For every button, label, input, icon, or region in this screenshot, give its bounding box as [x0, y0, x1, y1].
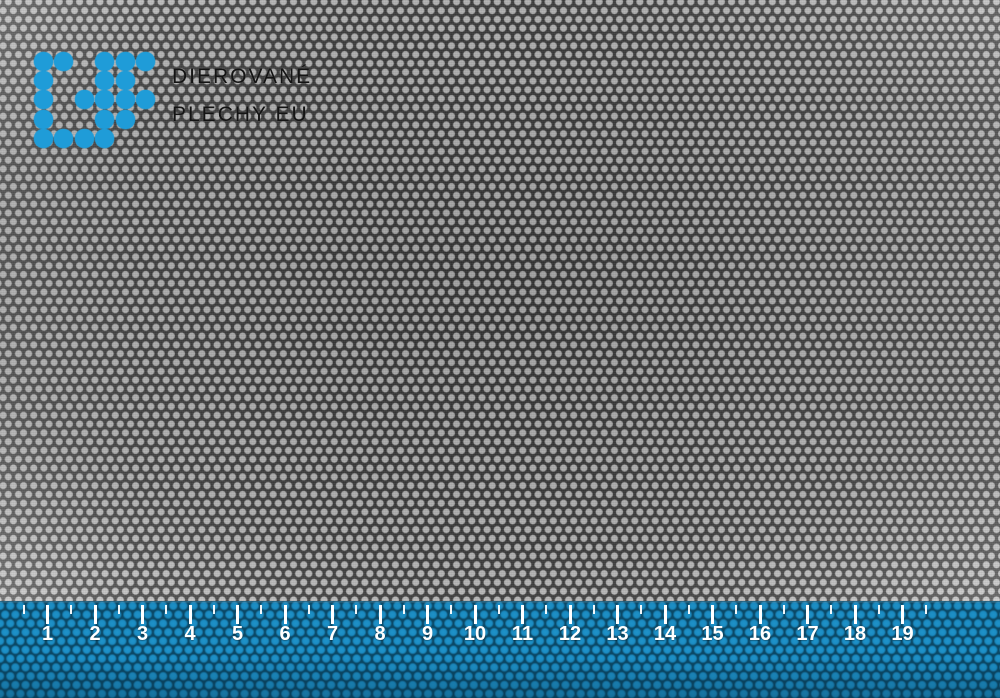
scale-tick-label: 4 — [184, 623, 196, 645]
logo-dot — [34, 71, 53, 91]
scale-tick-minor — [735, 605, 738, 614]
logo-dot — [34, 109, 53, 129]
scale-tick-major — [568, 605, 572, 624]
scale-tick-major — [663, 605, 667, 624]
scale-tick-major — [141, 605, 144, 624]
logo-dot — [95, 71, 115, 91]
logo-dot — [115, 109, 135, 129]
scale-bar-top-edge — [0, 601, 1000, 603]
scale-tick-minor — [592, 605, 595, 614]
scale-tick-major — [806, 605, 809, 624]
scale-tick-major — [473, 605, 477, 624]
scale-tick-minor — [877, 605, 880, 614]
logo-dot — [34, 128, 53, 148]
logo-dot — [54, 52, 74, 71]
scale-tick-major — [521, 605, 524, 624]
brand-logo: DIEROVANÉ PLECHY EU — [34, 52, 334, 148]
logo-dot — [74, 128, 94, 148]
logo-dot — [34, 90, 53, 110]
scale-tick-minor — [545, 605, 548, 614]
scale-tick-major — [93, 605, 97, 624]
logo-dot — [95, 128, 115, 148]
scale-tick-label: 13 — [606, 623, 629, 645]
scale-tick-label: 6 — [279, 623, 291, 645]
scale-tick-minor — [402, 605, 405, 614]
scale-tick-minor — [782, 605, 785, 614]
brand-name-line1: DIEROVANÉ — [172, 65, 313, 88]
logo-dot — [136, 90, 155, 110]
scale-tick-label: 17 — [796, 623, 819, 645]
scale-tick-minor — [687, 605, 690, 614]
scale-tick-label: 9 — [421, 623, 434, 645]
scale-tick-major — [711, 605, 714, 624]
scale-tick-label: 12 — [558, 623, 582, 645]
scale-tick-major — [901, 605, 904, 624]
scale-tick-minor — [830, 605, 833, 614]
scale-tick-minor — [640, 605, 643, 614]
scale-tick-minor — [117, 605, 120, 614]
logo-dot — [74, 90, 94, 110]
scale-tick-minor — [355, 605, 358, 614]
logo-dot — [136, 52, 155, 71]
scale-tick-label: 3 — [136, 623, 149, 645]
logo-dot — [115, 71, 135, 91]
scale-tick-label: 7 — [326, 623, 339, 645]
scale-tick-label: 10 — [463, 623, 487, 645]
logo-dot — [54, 128, 74, 148]
scale-tick-minor — [22, 605, 25, 614]
scale-tick-label: 1 — [41, 623, 54, 645]
logo-dot — [34, 52, 53, 71]
scale-tick-label: 16 — [748, 623, 772, 645]
logo-dot — [115, 52, 135, 71]
scale-tick-major — [188, 605, 192, 624]
scale-tick-major — [283, 605, 287, 624]
scale-tick-minor — [925, 605, 928, 614]
scale-tick-label: 11 — [511, 623, 534, 645]
scale-tick-major — [46, 605, 49, 624]
dp-dot-matrix-logo-icon — [34, 52, 162, 148]
scale-tick-major — [426, 605, 429, 624]
scale-tick-major — [758, 605, 762, 624]
scale-tick-label: 8 — [374, 623, 386, 645]
scale-tick-minor — [165, 605, 168, 614]
logo-dot — [95, 52, 115, 71]
scale-tick-label: 15 — [701, 623, 724, 645]
scale-tick-minor — [450, 605, 453, 614]
scale-bar-dot-pattern — [0, 601, 1000, 698]
brand-logo-text: DIEROVANÉ PLECHY EU — [172, 58, 372, 134]
logo-dot — [95, 90, 115, 110]
scale-tick-major — [331, 605, 334, 624]
scale-tick-label: 2 — [89, 623, 101, 645]
scale-tick-minor — [260, 605, 263, 614]
scale-tick-minor — [212, 605, 215, 614]
logo-dot — [95, 109, 115, 129]
scale-tick-major — [378, 605, 382, 624]
scale-tick-minor — [497, 605, 500, 614]
scale-tick-label: 18 — [843, 623, 867, 645]
logo-dot — [115, 90, 135, 110]
scale-tick-minor — [70, 605, 73, 614]
scale-tick-major — [616, 605, 619, 624]
scale-tick-minor — [307, 605, 310, 614]
scale-tick-major — [236, 605, 239, 624]
scale-tick-major — [853, 605, 857, 624]
brand-name-line2: PLECHY EU — [172, 103, 309, 126]
scale-tick-label: 19 — [891, 623, 914, 645]
scale-tick-label: 5 — [231, 623, 244, 645]
scale-tick-label: 14 — [653, 623, 677, 645]
